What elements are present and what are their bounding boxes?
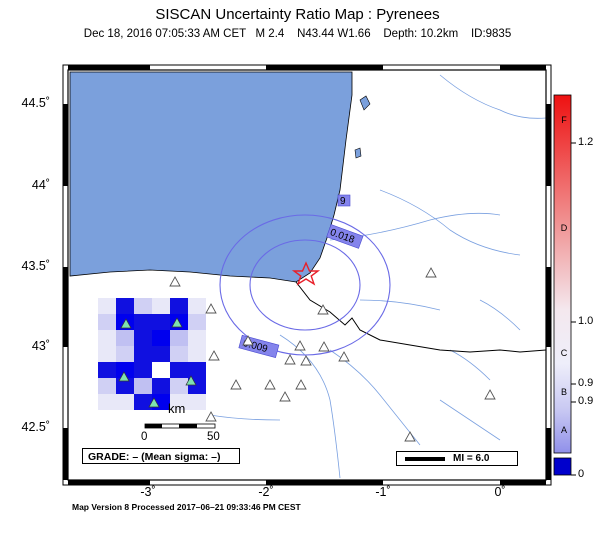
lon-label-minus3: -3˚	[140, 485, 156, 499]
lat-label-44: 44˚	[31, 178, 50, 192]
colorbar-min-swatch	[553, 457, 572, 476]
stations-unused	[169, 267, 496, 442]
lat-label-43.5: 43.5˚	[21, 259, 51, 273]
sea-area	[69, 71, 353, 283]
colorbar-value-4: 0.9	[578, 395, 594, 407]
lat-label-43: 43˚	[31, 339, 50, 353]
colorbar-grade-f: F	[561, 115, 567, 125]
colorbar-value-1: 1.2	[578, 136, 594, 148]
map-title: SISCAN Uncertainty Ratio Map : Pyrenees	[155, 6, 440, 23]
lon-label-0: 0˚	[494, 485, 506, 499]
stations-used	[118, 317, 197, 408]
lon-label-minus2: -2˚	[258, 485, 274, 499]
event-subtitle: Dec 18, 2016 07:05:33 AM CET M 2.4 N43.4…	[83, 28, 512, 40]
scale-bar-tick-50: 50	[207, 431, 220, 443]
rivers	[209, 74, 547, 479]
colorbar-value-3: 0.9	[578, 377, 594, 389]
scale-bar-unit: km	[168, 401, 186, 416]
contour-label-1: 9	[340, 196, 346, 207]
colorbar-value-2: 1.0	[578, 315, 594, 327]
epicenter-star	[291, 261, 321, 286]
colorbar-gradient	[553, 94, 572, 454]
country-border	[295, 281, 547, 353]
lon-label-minus1: -1˚	[375, 485, 391, 499]
colorbar-grade-c: C	[560, 348, 568, 358]
lat-label-42.5: 42.5˚	[21, 420, 51, 434]
colorbar-grade-a: A	[560, 425, 567, 435]
grade-box: GRADE: – (Mean sigma: –)	[82, 448, 240, 464]
colorbar-value-5: 0	[578, 468, 585, 480]
footer-processed: Map Version 8 Processed 2017–06–21 09:33…	[72, 502, 301, 512]
mi-legend-text: MI = 6.0	[453, 453, 490, 464]
mi-legend: MI = 6.0	[396, 451, 518, 466]
scale-bar-tick-0: 0	[141, 431, 148, 443]
scale-bar	[144, 423, 216, 429]
frame-ticks	[63, 65, 551, 485]
contours	[219, 214, 391, 356]
mi-legend-bar	[405, 457, 445, 461]
colorbar-grade-b: B	[560, 387, 567, 397]
colorbar-grade-d: D	[560, 223, 568, 233]
lat-label-44.5: 44.5˚	[21, 96, 51, 110]
uncertainty-grid	[98, 298, 206, 410]
